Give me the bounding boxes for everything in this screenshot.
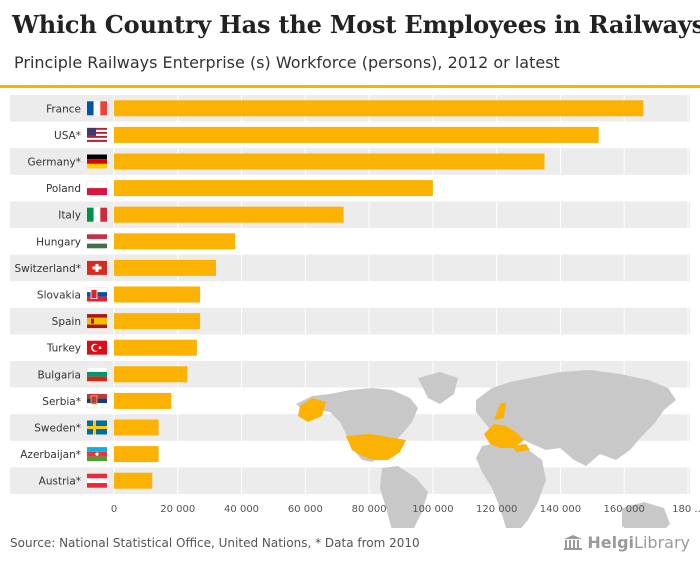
x-tick-label: 120 000 (476, 504, 517, 515)
chart-subtitle: Principle Railways Enterprise (s) Workfo… (14, 53, 560, 72)
x-tick-label: 40 000 (224, 504, 259, 515)
bar-11 (114, 392, 172, 409)
category-label-4: Italy (58, 210, 81, 222)
category-label-6: Switzerland* (15, 263, 82, 275)
chart-title: Which Country Has the Most Employees in … (12, 10, 700, 39)
row-band (10, 467, 690, 494)
bar-8 (114, 313, 201, 330)
flag-bg-icon (86, 367, 108, 382)
bar-13 (114, 446, 159, 463)
flag-es-icon (87, 314, 107, 329)
bar-10 (114, 366, 188, 383)
map-south-america (380, 466, 428, 528)
flag-at-icon (87, 473, 107, 488)
bar-6 (114, 259, 217, 276)
map-highlight-alaska (298, 398, 326, 422)
flag-se-icon (87, 420, 107, 435)
helgilibrary-logo: HelgiLibrary (563, 533, 690, 552)
bar-chart: France USA* Germany* Poland Italy Hungary Swit… (10, 95, 700, 528)
accent-rule (0, 85, 700, 88)
x-tick-label: 80 000 (352, 504, 387, 515)
x-tick-label: 140 000 (540, 504, 581, 515)
bar-1 (114, 126, 599, 143)
logo-helgi: Helgi (587, 533, 635, 552)
category-label-12: Sweden* (34, 423, 81, 435)
x-tick-label: 180 ... (672, 504, 700, 515)
map-highlight-usa (346, 434, 406, 460)
x-tick-label: 60 000 (288, 504, 323, 515)
bar-14 (114, 472, 153, 489)
category-label-1: USA* (54, 130, 81, 142)
category-label-2: Germany* (27, 157, 81, 169)
bar-3 (114, 180, 433, 197)
row-band (10, 254, 690, 282)
map-africa (476, 442, 546, 528)
bars (114, 100, 644, 489)
bar-2 (114, 153, 545, 170)
bar-4 (114, 206, 344, 223)
logo-library: Library (634, 533, 690, 552)
flag-fr-icon (87, 101, 107, 116)
flags (86, 101, 108, 488)
x-tick-label: 0 (111, 504, 117, 515)
category-label-10: Bulgaria (37, 369, 81, 381)
bar-7 (114, 286, 201, 303)
flag-us-icon (87, 127, 107, 142)
source-note: Source: National Statistical Office, Uni… (10, 536, 420, 550)
row-band (10, 307, 690, 335)
flag-ch-icon (87, 260, 107, 275)
category-label-3: Poland (46, 183, 81, 195)
map-highlight-sweden (494, 402, 506, 420)
row-band (10, 201, 690, 228)
flag-sk-icon (86, 287, 108, 302)
category-label-8: Spain (52, 316, 81, 328)
category-label-13: Azerbaijan* (20, 449, 81, 461)
category-labels: France USA* Germany* Poland Italy Hungary Swit… (15, 103, 82, 487)
x-axis-tick-labels: 0 20 000 40 000 60 000 80 000 100 000 120 000 1… (111, 504, 700, 515)
flag-it-icon (87, 207, 107, 222)
map-highlight-europe (484, 424, 524, 448)
category-label-14: Austria* (39, 476, 81, 488)
bar-12 (114, 419, 159, 436)
flag-de-icon (87, 154, 107, 169)
bar-0 (114, 100, 644, 117)
category-label-0: France (46, 103, 81, 115)
category-label-11: Serbia* (42, 396, 81, 408)
category-label-7: Slovakia (37, 290, 81, 302)
bar-5 (114, 233, 236, 250)
world-map-decoration (296, 370, 676, 528)
flag-pl-icon (86, 180, 108, 196)
flag-hu-icon (87, 234, 107, 249)
library-columns-icon (564, 534, 583, 550)
map-australia (622, 502, 670, 528)
flag-tr-icon (87, 340, 107, 355)
map-eurasia (476, 370, 676, 466)
x-tick-label: 20 000 (160, 504, 195, 515)
flag-rs-icon (86, 393, 108, 409)
category-label-5: Hungary (36, 236, 81, 248)
x-tick-label: 100 000 (412, 504, 453, 515)
x-tick-label: 160 000 (604, 504, 645, 515)
map-greenland (418, 372, 458, 404)
flag-az-icon (87, 447, 107, 462)
map-highlight-turkey (512, 444, 530, 452)
bar-9 (114, 339, 197, 356)
category-label-9: Turkey (46, 343, 81, 355)
